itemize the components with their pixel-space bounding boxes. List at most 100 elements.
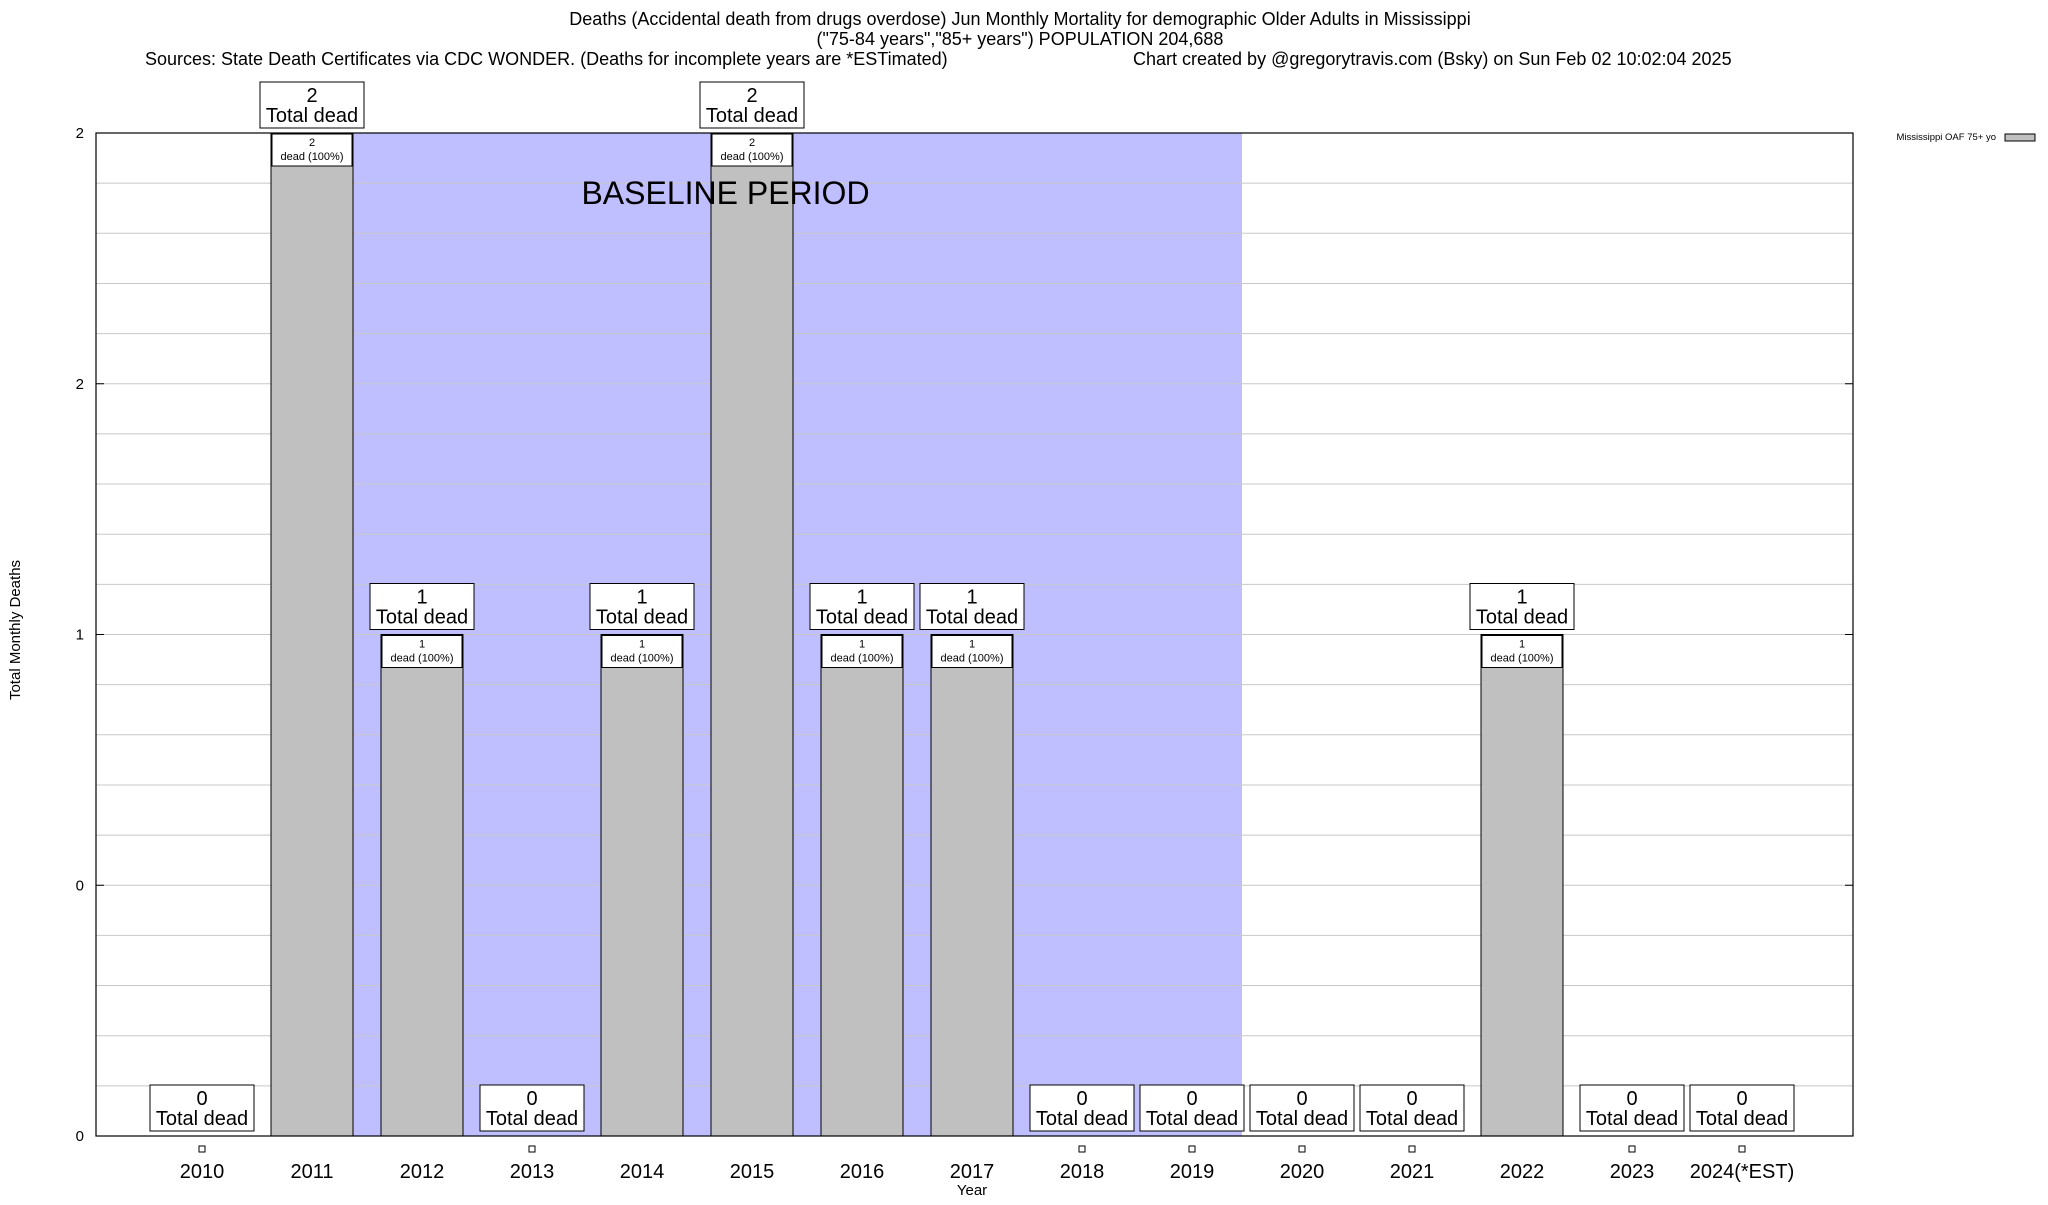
segment-label-box-2016 [821,635,903,668]
empty-bar-marker-2019 [1188,1145,1196,1153]
total-label-box-2018 [1029,1084,1135,1132]
total-label-box-2016 [809,583,915,630]
total-label-box-2024(*EST) [1689,1084,1795,1132]
chart-subtitle-credit: Chart created by @gregorytravis.com (Bsk… [1133,49,1732,69]
total-label-box-2017 [919,583,1025,630]
empty-bar-marker-2020 [1298,1145,1306,1153]
bar-2014 [600,634,684,1137]
segment-count-2015: 2 [749,137,755,149]
legend-swatch [2004,133,2036,142]
x-tick-label-2012: 2012 [400,1161,445,1183]
total-label-value-2017: 1 [966,587,977,609]
total-label-value-2010: 0 [196,1088,207,1110]
empty-bar-marker-2023 [1628,1145,1636,1153]
x-tick-label-2020: 2020 [1280,1161,1325,1183]
segment-pct-2022: dead (100%) [1491,653,1554,665]
total-label-value-2021: 0 [1406,1088,1417,1110]
total-label-value-2023: 0 [1626,1088,1637,1110]
total-label-text-2010: Total dead [156,1108,248,1130]
total-label-value-2011: 2 [306,85,317,107]
total-label-box-2019 [1139,1084,1245,1132]
y-tick-label: 0 [76,1128,84,1145]
total-label-value-2020: 0 [1296,1088,1307,1110]
total-label-text-2015: Total dead [706,105,798,127]
bar-layer [198,132,1746,1153]
segment-pct-2014: dead (100%) [611,653,674,665]
x-tick-label-2022: 2022 [1500,1161,1545,1183]
segment-count-2017: 1 [969,639,975,651]
total-label-value-2013: 0 [526,1088,537,1110]
total-label-text-2014: Total dead [596,607,688,629]
total-label-value-2015: 2 [746,85,757,107]
total-label-value-2022: 1 [1516,587,1527,609]
segment-count-2016: 1 [859,639,865,651]
total-label-text-2020: Total dead [1256,1108,1348,1130]
total-label-value-2018: 0 [1076,1088,1087,1110]
segment-label-box-2015 [711,133,793,167]
total-label-box-2012 [369,583,475,630]
total-label-box-2014 [589,583,695,630]
segment-label-box-2022 [1481,635,1563,668]
x-tick-label-2011: 2011 [290,1161,333,1183]
bar-2011 [270,132,354,1137]
total-label-box-2010 [149,1084,255,1132]
x-axis-label: Year [957,1182,987,1199]
total-label-box-2022 [1469,583,1575,630]
total-label-text-2022: Total dead [1476,607,1568,629]
bar-2017 [930,634,1014,1137]
total-label-text-2016: Total dead [816,607,908,629]
segment-count-2022: 1 [1519,639,1525,651]
y-tick-label: 2 [76,125,84,142]
chart-title-line-1: Deaths (Accidental death from drugs over… [569,9,1470,29]
segment-pct-2017: dead (100%) [941,653,1004,665]
x-tick-label-2016: 2016 [840,1161,885,1183]
segment-pct-2011: dead (100%) [281,151,344,163]
total-label-box-2011 [259,81,365,129]
bar-2016 [820,634,904,1137]
baseline-period-label: BASELINE PERIOD [581,175,869,211]
y-tick-label: 2 [76,376,84,393]
total-label-value-2024(*EST): 0 [1736,1088,1747,1110]
total-label-value-2019: 0 [1186,1088,1197,1110]
total-label-box-2020 [1249,1084,1355,1132]
x-tick-label-2018: 2018 [1060,1161,1105,1183]
total-label-text-2024(*EST): Total dead [1696,1108,1788,1130]
y-axis-label: Total Monthly Deaths [7,560,24,700]
total-label-box-2021 [1359,1084,1465,1132]
total-label-value-2016: 1 [856,587,867,609]
chart-title-line-2: ("75-84 years","85+ years") POPULATION 2… [817,29,1224,49]
total-label-text-2011: Total dead [266,105,358,127]
total-label-text-2012: Total dead [376,607,468,629]
x-tick-label-2023: 2023 [1610,1161,1655,1183]
x-tick-label-2024(*EST): 2024(*EST) [1690,1161,1795,1183]
empty-bar-marker-2018 [1078,1145,1086,1153]
empty-bar-marker-2010 [198,1145,206,1153]
chart-subtitle-sources: Sources: State Death Certificates via CD… [145,49,948,69]
x-tick-label-2015: 2015 [730,1161,775,1183]
empty-bar-marker-2021 [1408,1145,1416,1153]
empty-bar-marker-2024(*EST) [1738,1145,1746,1153]
x-tick-label-2017: 2017 [950,1161,995,1183]
segment-count-2012: 1 [419,639,425,651]
segment-label-box-2012 [381,635,463,668]
total-label-text-2017: Total dead [926,607,1018,629]
total-label-text-2018: Total dead [1036,1108,1128,1130]
segment-label-box-2011 [271,133,353,167]
total-label-box-2013 [479,1084,585,1132]
segment-label-box-2017 [931,635,1013,668]
legend-label: Mississippi OAF 75+ yo [1896,132,1996,143]
segment-count-2014: 1 [639,639,645,651]
x-tick-label-2021: 2021 [1390,1161,1435,1183]
segment-pct-2015: dead (100%) [721,151,784,163]
total-label-text-2023: Total dead [1586,1108,1678,1130]
total-label-text-2021: Total dead [1366,1108,1458,1130]
empty-bar-marker-2013 [528,1145,536,1153]
bar-2015 [710,132,794,1137]
segment-pct-2012: dead (100%) [391,653,454,665]
segment-pct-2016: dead (100%) [831,653,894,665]
bar-2012 [380,634,464,1137]
